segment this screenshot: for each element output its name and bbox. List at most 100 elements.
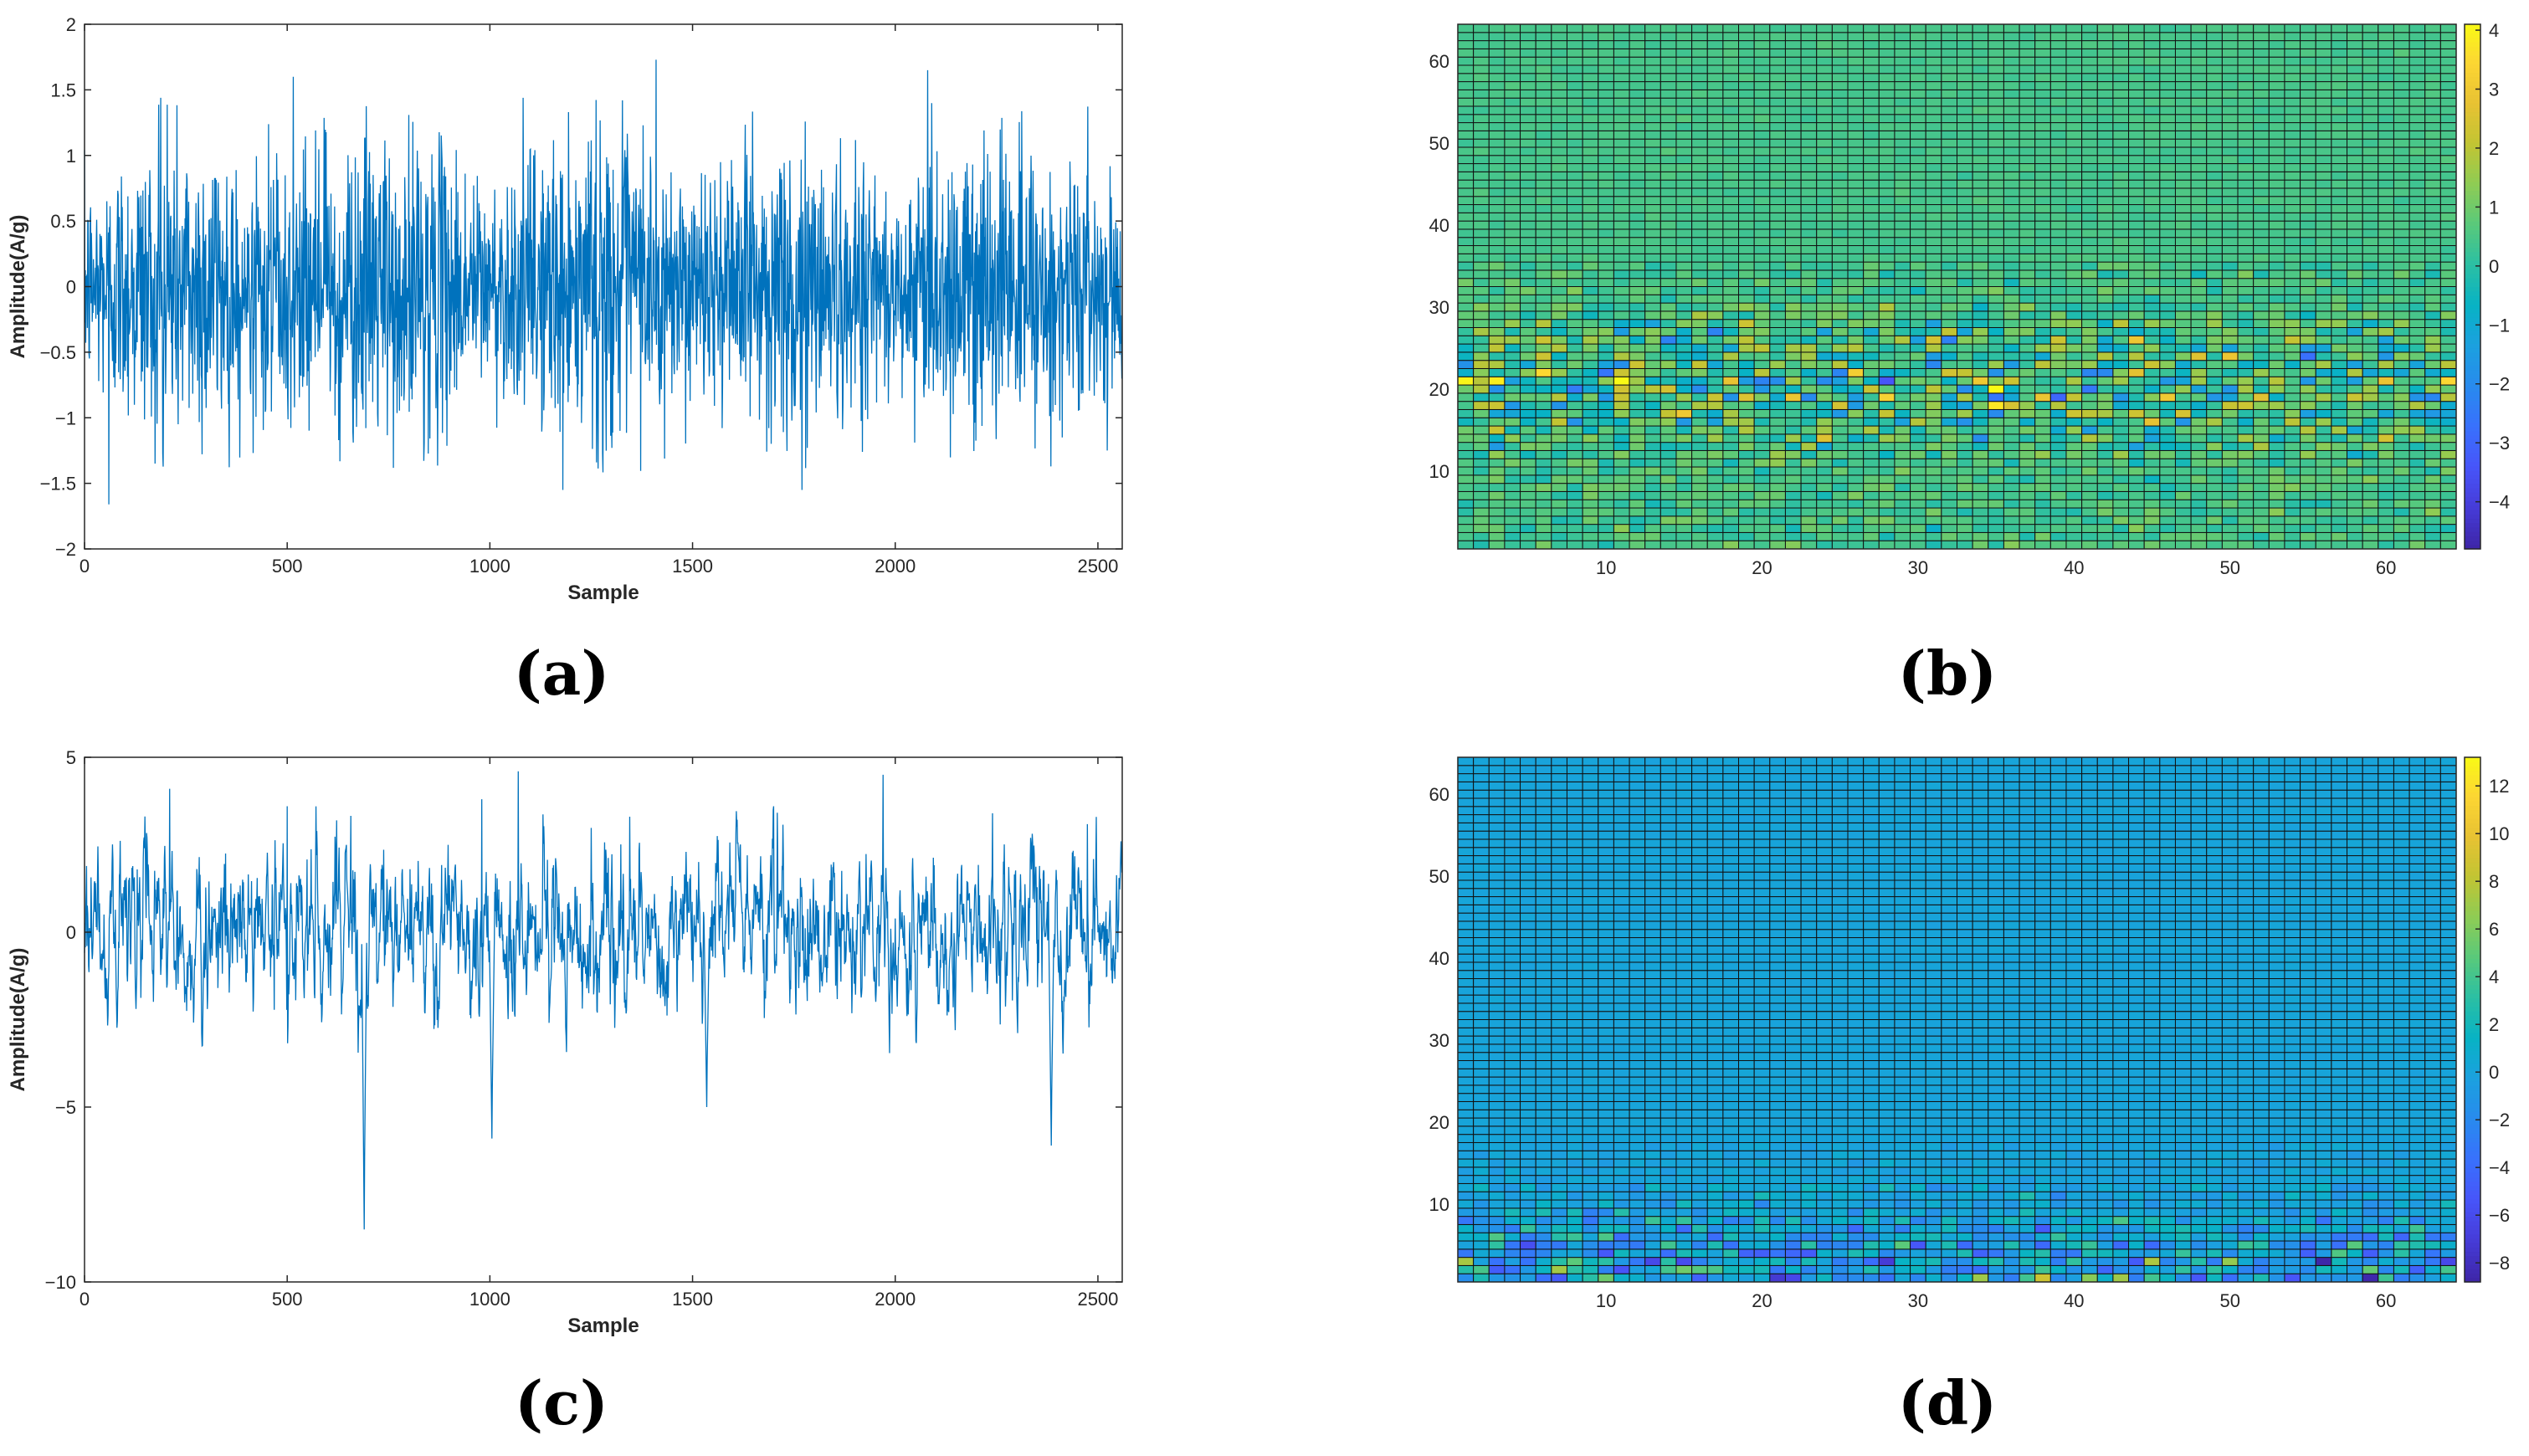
heatmap-cell [1613, 179, 1630, 189]
heatmap-cell [2393, 138, 2410, 148]
heatmap-cell [2378, 114, 2394, 124]
heatmap-cell [1457, 507, 1475, 517]
heatmap-cell [1629, 97, 1646, 107]
heatmap-cell [1520, 237, 1536, 247]
heatmap-cell [2268, 1223, 2285, 1233]
heatmap-cell [1659, 163, 1677, 172]
heatmap-cell [1675, 490, 1693, 500]
heatmap-cell [1706, 1207, 1724, 1218]
heatmap-cell [2362, 417, 2379, 427]
heatmap-cell [2378, 1240, 2394, 1250]
heatmap-cell [2378, 1199, 2394, 1209]
colorbar-segment [2465, 264, 2480, 270]
heatmap-cell [1535, 417, 1552, 427]
heatmap-cell [2237, 433, 2255, 443]
heatmap-cell [1925, 253, 1942, 263]
heatmap-cell [1972, 294, 1989, 304]
heatmap-cell [1847, 1248, 1865, 1259]
heatmap-cell [2253, 466, 2270, 476]
heatmap-cell [2378, 343, 2394, 353]
heatmap-cell [1675, 326, 1693, 336]
heatmap-cell [2221, 81, 2239, 90]
heatmap-cell [2408, 40, 2426, 49]
heatmap-cell [2300, 40, 2316, 49]
heatmap-cell [1847, 384, 1865, 394]
heatmap-cell [1582, 1257, 1599, 1266]
heatmap-cell [1691, 531, 1708, 541]
heatmap-cell [1551, 212, 1567, 222]
heatmap-cell [2393, 105, 2410, 115]
heatmap-cell [1800, 360, 1818, 369]
heatmap-cell [1457, 302, 1475, 312]
heatmap-cell [2206, 515, 2223, 525]
heatmap-cell [1816, 531, 1833, 541]
heatmap-cell [1613, 32, 1630, 42]
heatmap-cell [1535, 1248, 1552, 1259]
heatmap-cell [2174, 367, 2192, 377]
heatmap-cell [1816, 408, 1833, 418]
heatmap-cell [1722, 138, 1740, 148]
heatmap-cell [2159, 204, 2176, 213]
heatmap-cell [1659, 540, 1677, 550]
heatmap-cell [2049, 384, 2067, 394]
heatmap-cell [1847, 531, 1865, 541]
heatmap-cell [1629, 253, 1646, 263]
heatmap-cell [1972, 449, 1989, 459]
heatmap-cell [1691, 196, 1708, 206]
heatmap-cell [2003, 490, 2020, 500]
heatmap-cell [1706, 56, 1724, 66]
heatmap-cell [1753, 138, 1771, 148]
heatmap-cell [2128, 97, 2145, 107]
heatmap-cell [1551, 64, 1567, 74]
heatmap-cell [1582, 155, 1599, 165]
heatmap-cell [2221, 228, 2239, 238]
heatmap-cell [1847, 367, 1865, 377]
heatmap-cell [2237, 171, 2255, 181]
heatmap-cell [1675, 1207, 1693, 1218]
heatmap-cell [2206, 433, 2223, 443]
heatmap-cell [2019, 474, 2036, 484]
heatmap-cell [2174, 48, 2192, 58]
heatmap-cell [1800, 483, 1818, 492]
heatmap-cell [2408, 105, 2426, 115]
heatmap-cell [2362, 1223, 2379, 1233]
heatmap-cell [1675, 220, 1693, 230]
heatmap-cell [1520, 23, 1536, 33]
heatmap-cell [1878, 302, 1895, 312]
heatmap-cell [1457, 483, 1475, 492]
heatmap-cell [1644, 360, 1661, 369]
heatmap-cell [2128, 81, 2145, 90]
heatmap-cell [1753, 343, 1771, 353]
heatmap-cell [1972, 401, 1989, 410]
heatmap-cell [2003, 138, 2020, 148]
heatmap-cell [2378, 507, 2394, 517]
heatmap-cell [2206, 32, 2223, 42]
heatmap-cell [2268, 171, 2285, 181]
colorbar-segment [2465, 518, 2480, 524]
heatmap-cell [1816, 1232, 1833, 1242]
heatmap-cell [2174, 138, 2192, 148]
heatmap-cell [1691, 64, 1708, 74]
heatmap-cell [2003, 73, 2020, 83]
heatmap-cell [1784, 97, 1802, 107]
heatmap-cell [1831, 474, 1849, 484]
heatmap-cell [1738, 531, 1755, 541]
heatmap-cell [1972, 360, 1989, 369]
heatmap-cell [2393, 269, 2410, 279]
heatmap-cell [1910, 105, 1926, 115]
heatmap-cell [2378, 130, 2394, 140]
heatmap-cell [1629, 245, 1646, 254]
heatmap-cell [2362, 163, 2379, 172]
heatmap-cell [2174, 466, 2192, 476]
heatmap-cell [1457, 343, 1475, 353]
heatmap-cell [1659, 187, 1677, 197]
heatmap-cell [2128, 507, 2145, 517]
heatmap-cell [1535, 1273, 1552, 1283]
heatmap-cell [2003, 1207, 2020, 1218]
heatmap-cell [1457, 376, 1475, 386]
heatmap-cell [2300, 1216, 2316, 1225]
heatmap-cell [1831, 105, 1849, 115]
heatmap-cell [2128, 360, 2145, 369]
heatmap-cell [2331, 130, 2348, 140]
heatmap-cell [1831, 286, 1849, 295]
